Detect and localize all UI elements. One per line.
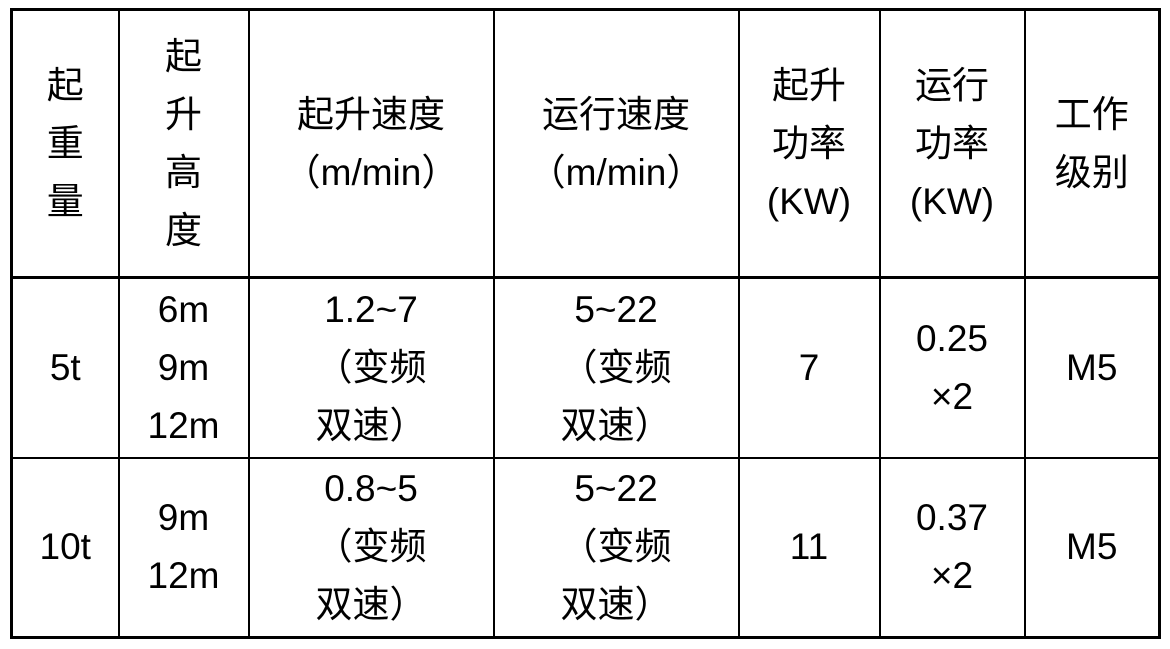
cell-travel-speed: 5~22 （变频 双速） — [492, 456, 740, 639]
cell-line: （变频 — [315, 346, 427, 388]
cell-line: 7 — [798, 346, 820, 388]
cell-line: （变频 — [560, 526, 672, 568]
cell-line: 双速） — [315, 404, 427, 446]
cell-line: 0.8~5 — [324, 468, 418, 510]
header-line: 级别 — [1054, 151, 1129, 193]
cell-line: 5t — [49, 346, 81, 388]
header-line: 工作 — [1054, 93, 1129, 135]
cell-travel-speed: 5~22 （变频 双速） — [492, 276, 740, 459]
table-row: 5t 6m 9m 12m 1.2~7 （变频 双速） 5~22 （变频 双速） — [10, 276, 1161, 459]
cell-duty: M5 — [1023, 276, 1161, 459]
header-lift-power: 起升 功率 (KW) — [737, 8, 881, 279]
header-line: (KW) — [766, 180, 852, 222]
cell-line: 双速） — [560, 404, 672, 446]
header-line: 起 — [165, 35, 202, 77]
cell-line: 12m — [147, 555, 220, 597]
header-line: 升 — [165, 93, 202, 135]
header-line: 量 — [46, 180, 84, 222]
cell-line: 11 — [789, 526, 829, 568]
cell-line: 9m — [157, 497, 210, 539]
header-travel-speed: 运行速度 （m/min） — [492, 8, 740, 279]
cell-duty: M5 — [1023, 456, 1161, 639]
cell-line: 12m — [147, 404, 220, 446]
header-line: 功率 — [772, 122, 846, 164]
cell-line: ×2 — [930, 555, 974, 597]
header-line: 重 — [46, 122, 84, 164]
cell-line: 双速） — [560, 584, 672, 626]
header-line: 起 — [46, 64, 84, 106]
cell-line: 0.25 — [915, 317, 988, 359]
cell-line: （变频 — [560, 346, 672, 388]
cell-line: M5 — [1066, 526, 1118, 568]
table-row: 10t 9m 12m 0.8~5 （变频 双速） 5~22 （变频 双速） — [10, 456, 1161, 639]
header-capacity: 起 重 量 — [10, 8, 120, 279]
cell-travel-power: 0.37 ×2 — [878, 456, 1026, 639]
header-duty: 工作 级别 — [1023, 8, 1161, 279]
header-travel-power: 运行 功率 (KW) — [878, 8, 1026, 279]
cell-lift-power: 7 — [737, 276, 881, 459]
header-line: （m/min） — [283, 151, 459, 193]
cell-line: 0.37 — [915, 497, 988, 539]
header-line: 起升速度 — [297, 93, 445, 135]
cell-capacity: 5t — [10, 276, 120, 459]
cell-line: M5 — [1066, 346, 1118, 388]
cell-travel-power: 0.25 ×2 — [878, 276, 1026, 459]
header-height: 起 升 高 度 — [117, 8, 250, 279]
cell-line: ×2 — [930, 375, 974, 417]
cell-height: 6m 9m 12m — [117, 276, 250, 459]
header-lift-speed: 起升速度 （m/min） — [247, 8, 495, 279]
header-line: 起升 — [772, 64, 846, 106]
cell-line: 5~22 — [574, 288, 658, 330]
cell-lift-speed: 1.2~7 （变频 双速） — [247, 276, 495, 459]
spec-table: 起 重 量 起 升 高 度 起升速度 （m/min） 运行速度 （m/min） — [10, 8, 1161, 639]
cell-line: 6m — [157, 288, 210, 330]
cell-capacity: 10t — [10, 456, 120, 639]
header-line: (KW) — [909, 180, 995, 222]
cell-lift-power: 11 — [737, 456, 881, 639]
header-line: （m/min） — [528, 151, 704, 193]
cell-lift-speed: 0.8~5 （变频 双速） — [247, 456, 495, 639]
header-line: 功率 — [915, 122, 989, 164]
cell-line: 1.2~7 — [324, 288, 418, 330]
cell-line: （变频 — [315, 526, 427, 568]
cell-line: 9m — [157, 346, 210, 388]
cell-line: 双速） — [315, 584, 427, 626]
cell-height: 9m 12m — [117, 456, 250, 639]
header-line: 运行 — [915, 64, 989, 106]
cell-line: 5~22 — [574, 468, 658, 510]
header-line: 运行速度 — [542, 93, 690, 135]
header-line: 高 — [165, 151, 202, 193]
header-row: 起 重 量 起 升 高 度 起升速度 （m/min） 运行速度 （m/min） — [10, 8, 1161, 279]
header-line: 度 — [165, 209, 202, 251]
cell-line: 10t — [39, 526, 91, 568]
